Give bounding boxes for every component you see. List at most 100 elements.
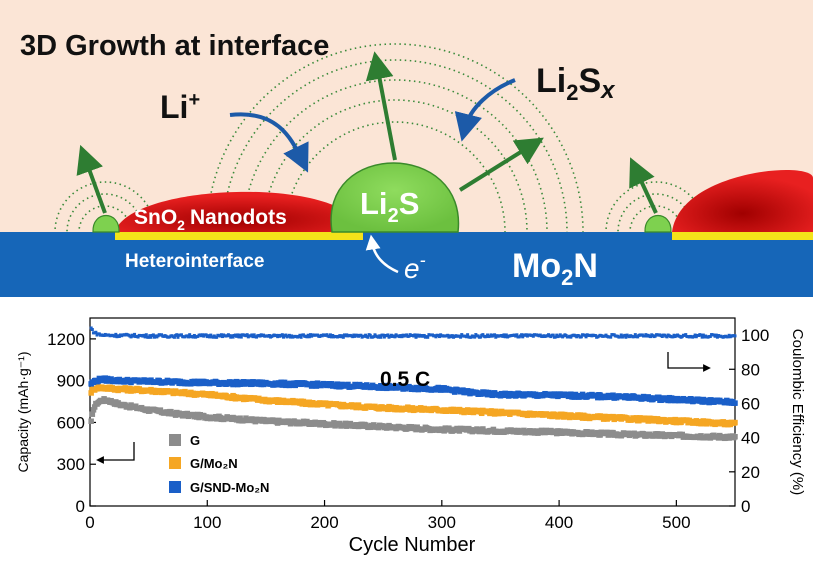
data-point <box>328 333 332 337</box>
data-point <box>147 335 151 339</box>
right-tick-label: 20 <box>741 463 760 482</box>
legend: G G/Mo₂N G/SND-Mo₂N <box>169 433 269 495</box>
data-point <box>623 333 627 337</box>
data-point <box>239 335 243 339</box>
data-point <box>531 334 535 338</box>
legend-swatch-g-mo2n <box>169 457 181 469</box>
data-point <box>175 333 179 337</box>
heterointerface-label: Heterointerface <box>125 251 264 272</box>
data-point <box>305 335 309 339</box>
series-layer <box>88 326 738 442</box>
data-point <box>656 394 662 401</box>
data-point <box>114 332 118 336</box>
data-point <box>91 404 98 410</box>
diffusion-arrows <box>229 78 516 173</box>
y-axis-label-right: Coulombic Efficiency (%) <box>789 329 806 495</box>
data-point <box>327 335 331 339</box>
data-point <box>481 333 485 337</box>
data-point <box>284 333 288 337</box>
x-tick-label: 500 <box>662 513 690 532</box>
li2s-label: Li2S <box>360 186 419 227</box>
data-point <box>117 334 121 338</box>
series-2 <box>88 375 738 406</box>
data-point <box>400 335 404 339</box>
data-point <box>671 335 675 339</box>
rate-annotation: 0.5 C <box>380 368 430 391</box>
substrate-label: Mo2N <box>512 247 598 290</box>
heterointerface-strip-left <box>115 232 363 240</box>
data-point <box>459 335 463 339</box>
x-tick-label: 0 <box>85 513 94 532</box>
nanodots-label: SnO2 Nanodots <box>134 206 287 233</box>
sno2-nanodot-left <box>115 191 363 232</box>
data-point <box>298 333 302 337</box>
data-point <box>450 334 454 338</box>
data-point <box>287 333 291 337</box>
data-point <box>151 333 155 337</box>
data-point <box>693 333 697 337</box>
data-point <box>579 335 583 339</box>
data-point <box>624 335 628 339</box>
data-point <box>231 335 235 339</box>
left-axis-indicator <box>96 442 135 464</box>
data-point <box>473 335 477 339</box>
data-point <box>493 333 497 337</box>
data-point <box>434 335 438 339</box>
data-point <box>700 335 704 339</box>
data-point <box>520 333 524 337</box>
data-point <box>426 335 430 339</box>
data-point <box>267 334 271 338</box>
data-point <box>204 333 208 337</box>
data-point <box>208 335 212 339</box>
x-axis-ticks: 0 100 200 300 400 500 <box>85 500 691 532</box>
data-point <box>504 333 508 337</box>
data-point <box>351 335 355 339</box>
data-point <box>405 333 409 337</box>
data-point <box>699 333 703 337</box>
data-point <box>172 335 176 339</box>
mo2n-substrate <box>0 232 813 297</box>
li2s-particle <box>330 162 460 233</box>
growth-arrows <box>76 51 658 214</box>
data-point <box>466 333 470 337</box>
right-axis-ticks: 0 20 40 60 80 100 <box>729 326 769 516</box>
data-point <box>88 418 94 425</box>
data-point <box>515 333 519 337</box>
data-point <box>187 335 191 339</box>
legend-swatch-g <box>169 434 181 446</box>
legend-label-g-mo2n: G/Mo₂N <box>190 456 238 471</box>
data-point <box>221 335 225 339</box>
data-point <box>379 335 383 339</box>
legend-label-g: G <box>190 433 200 448</box>
polysulfide-label: Li2Sx <box>536 62 616 105</box>
data-point <box>133 332 137 336</box>
data-point <box>306 333 310 337</box>
data-point <box>143 335 147 339</box>
data-point <box>340 334 344 338</box>
data-point <box>94 330 98 334</box>
data-point <box>413 333 417 337</box>
data-point <box>308 333 312 337</box>
data-point <box>665 335 669 339</box>
left-tick-label: 600 <box>57 413 85 432</box>
data-point <box>464 335 468 339</box>
data-point <box>446 333 450 337</box>
electron-arrow <box>365 234 399 274</box>
data-point <box>708 334 712 338</box>
data-point <box>142 333 146 337</box>
data-point <box>129 335 133 339</box>
data-point <box>386 333 390 337</box>
data-point <box>90 328 94 332</box>
data-point <box>245 333 249 337</box>
data-point <box>368 333 372 337</box>
right-tick-label: 0 <box>741 497 750 516</box>
data-point <box>584 335 588 339</box>
left-tick-label: 900 <box>57 372 85 391</box>
data-point <box>633 415 640 421</box>
data-point <box>219 333 223 337</box>
data-point <box>393 335 397 339</box>
data-point <box>192 333 196 337</box>
schematic-title: 3D Growth at interface <box>20 30 329 62</box>
data-point <box>618 335 622 339</box>
data-point <box>88 390 94 396</box>
